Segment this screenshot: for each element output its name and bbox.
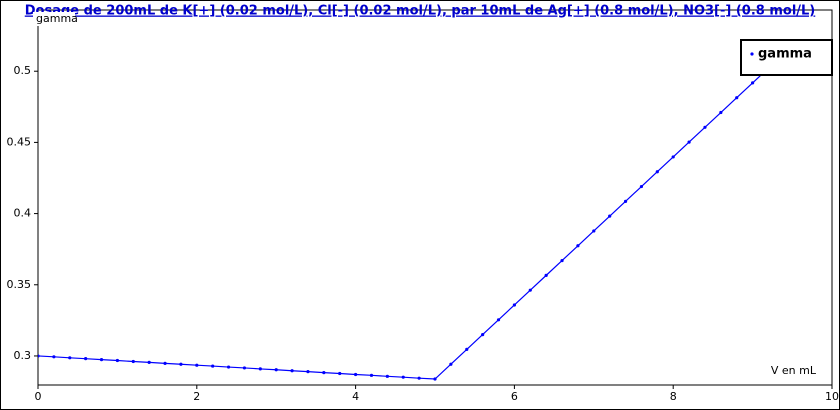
data-point	[623, 199, 628, 203]
data-point	[322, 371, 326, 375]
legend-marker	[750, 52, 754, 56]
data-point	[496, 318, 501, 322]
data-point	[560, 258, 564, 263]
x-tick-label: 10	[825, 390, 839, 403]
data-point	[179, 362, 183, 366]
y-axis-label: gamma	[36, 12, 78, 25]
data-point	[369, 373, 374, 377]
legend-label: gamma	[758, 47, 812, 62]
data-point	[703, 125, 707, 129]
data-point	[354, 372, 358, 377]
data-point	[338, 371, 342, 376]
data-point	[306, 370, 310, 374]
data-point	[512, 303, 517, 307]
x-tick-label: 0	[35, 390, 42, 403]
label-bg	[33, 12, 75, 26]
plot-area	[37, 9, 833, 386]
data-point	[401, 375, 405, 379]
data-point	[655, 170, 659, 174]
data-point	[115, 358, 119, 363]
x-tick-label: 2	[193, 390, 200, 403]
x-tick-label: 8	[670, 390, 677, 403]
data-point	[258, 367, 262, 371]
data-point	[751, 81, 755, 85]
data-point	[99, 358, 104, 362]
data-point	[274, 368, 278, 372]
data-point	[465, 347, 469, 352]
x-axis-label: V en mL	[771, 364, 817, 377]
data-point	[163, 361, 167, 365]
y-tick-label: 0.35	[7, 278, 32, 291]
y-tick-label: 0.3	[14, 349, 32, 362]
data-point	[639, 184, 644, 189]
data-point	[481, 333, 485, 337]
data-point	[417, 376, 421, 380]
y-tick-label: 0.45	[7, 135, 32, 148]
data-point	[38, 354, 40, 358]
x-tick-label: 6	[511, 390, 518, 403]
data-point	[687, 140, 691, 144]
data-point	[528, 288, 532, 292]
data-point	[576, 244, 580, 248]
data-point	[226, 365, 231, 369]
data-point	[608, 214, 612, 218]
chart-title: Dosage de 200mL de K[+] (0.02 mol/L), Cl…	[25, 4, 816, 19]
data-point	[195, 363, 199, 367]
y-tick-label: 0.4	[14, 207, 32, 220]
data-point	[385, 374, 389, 378]
data-point	[735, 96, 739, 100]
data-point	[52, 355, 56, 359]
data-point	[290, 369, 294, 373]
legend	[740, 39, 833, 76]
data-point	[211, 364, 215, 368]
data-point	[449, 362, 453, 366]
data-point	[719, 110, 723, 115]
data-point	[544, 273, 548, 277]
data-point	[671, 155, 675, 159]
data-point	[131, 359, 135, 364]
data-point	[433, 377, 437, 381]
y-tick-label: 0.5	[14, 64, 32, 77]
x-tick-label: 4	[352, 390, 359, 403]
data-point	[592, 229, 596, 233]
data-point	[84, 357, 88, 361]
data-point	[147, 360, 151, 364]
data-point	[68, 356, 72, 360]
data-point	[242, 366, 247, 370]
